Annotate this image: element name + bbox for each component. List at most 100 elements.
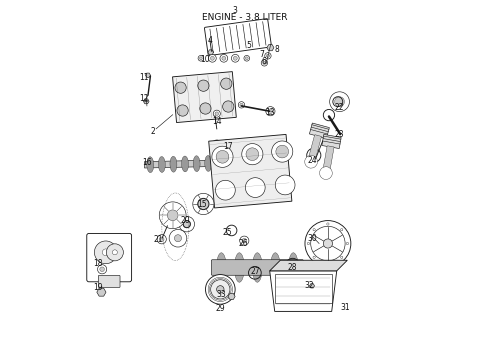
Text: 29: 29 xyxy=(216,303,225,312)
Circle shape xyxy=(319,167,332,179)
Circle shape xyxy=(210,57,214,60)
Text: 16: 16 xyxy=(142,158,152,167)
Text: 26: 26 xyxy=(239,239,248,248)
Text: 6: 6 xyxy=(262,57,267,66)
Circle shape xyxy=(216,144,218,146)
Circle shape xyxy=(231,54,239,62)
Text: 33: 33 xyxy=(216,290,226,299)
Bar xyxy=(172,72,236,122)
Text: 31: 31 xyxy=(341,302,350,311)
Text: 17: 17 xyxy=(223,142,233,151)
Polygon shape xyxy=(310,284,315,288)
Circle shape xyxy=(159,237,164,242)
Ellipse shape xyxy=(170,156,177,172)
FancyBboxPatch shape xyxy=(98,275,120,287)
Text: 22: 22 xyxy=(335,103,344,112)
Circle shape xyxy=(245,178,265,197)
Polygon shape xyxy=(267,45,274,51)
Circle shape xyxy=(102,249,109,256)
Bar xyxy=(275,274,332,303)
Circle shape xyxy=(327,223,329,225)
Text: 25: 25 xyxy=(222,228,232,238)
Circle shape xyxy=(222,101,234,112)
Text: 4: 4 xyxy=(207,36,212,45)
Bar xyxy=(145,160,226,168)
Circle shape xyxy=(240,103,243,107)
Ellipse shape xyxy=(252,253,262,282)
Circle shape xyxy=(330,92,349,112)
Circle shape xyxy=(222,57,226,60)
Text: 14: 14 xyxy=(212,117,221,126)
Text: 24: 24 xyxy=(307,156,317,165)
Circle shape xyxy=(183,220,191,228)
Circle shape xyxy=(214,142,219,147)
Circle shape xyxy=(199,57,202,60)
Circle shape xyxy=(243,142,247,147)
Polygon shape xyxy=(97,288,106,296)
Circle shape xyxy=(167,210,178,221)
Circle shape xyxy=(198,199,209,209)
Circle shape xyxy=(95,241,117,264)
Text: 23: 23 xyxy=(335,130,344,139)
Text: 7: 7 xyxy=(260,50,265,59)
Ellipse shape xyxy=(216,155,223,171)
Circle shape xyxy=(177,105,188,116)
Circle shape xyxy=(233,142,238,147)
Circle shape xyxy=(213,110,220,117)
Ellipse shape xyxy=(289,253,298,282)
Circle shape xyxy=(276,145,289,158)
Text: ENGINE - 3.8 LITER: ENGINE - 3.8 LITER xyxy=(202,13,288,22)
Bar xyxy=(209,134,292,208)
Text: 28: 28 xyxy=(287,263,296,272)
Circle shape xyxy=(341,229,343,231)
Circle shape xyxy=(224,142,229,147)
Polygon shape xyxy=(270,260,347,271)
Circle shape xyxy=(238,102,245,108)
Polygon shape xyxy=(146,73,150,77)
Circle shape xyxy=(275,175,295,195)
Text: 10: 10 xyxy=(201,55,210,64)
Circle shape xyxy=(100,267,104,271)
FancyBboxPatch shape xyxy=(211,260,303,275)
Circle shape xyxy=(220,54,228,62)
Text: 27: 27 xyxy=(251,267,260,276)
Circle shape xyxy=(179,216,195,232)
Circle shape xyxy=(346,242,348,245)
Circle shape xyxy=(242,238,246,243)
Circle shape xyxy=(159,202,186,229)
Text: 30: 30 xyxy=(308,234,318,243)
Polygon shape xyxy=(144,99,149,104)
Circle shape xyxy=(263,61,266,64)
Text: 2: 2 xyxy=(151,127,156,136)
Circle shape xyxy=(106,244,123,261)
Circle shape xyxy=(198,80,209,91)
Ellipse shape xyxy=(270,253,280,282)
Circle shape xyxy=(267,54,270,57)
Circle shape xyxy=(216,150,229,163)
Circle shape xyxy=(335,97,344,107)
Circle shape xyxy=(323,239,333,248)
Circle shape xyxy=(313,256,315,258)
Circle shape xyxy=(307,242,310,245)
Bar xyxy=(309,123,329,139)
Circle shape xyxy=(268,109,273,113)
Bar xyxy=(322,134,341,149)
Ellipse shape xyxy=(205,156,212,171)
Circle shape xyxy=(208,54,216,62)
Ellipse shape xyxy=(181,156,189,172)
Circle shape xyxy=(246,148,259,161)
Ellipse shape xyxy=(147,157,154,173)
Circle shape xyxy=(234,144,237,146)
Circle shape xyxy=(245,57,248,60)
Text: 3: 3 xyxy=(232,6,237,15)
Text: 11: 11 xyxy=(140,73,149,82)
Circle shape xyxy=(225,144,227,146)
Ellipse shape xyxy=(193,156,200,172)
Circle shape xyxy=(112,250,117,255)
Circle shape xyxy=(98,265,107,274)
Ellipse shape xyxy=(234,253,245,282)
Circle shape xyxy=(198,55,204,61)
Circle shape xyxy=(327,262,329,264)
Text: 18: 18 xyxy=(93,260,102,269)
Text: 19: 19 xyxy=(93,283,102,292)
